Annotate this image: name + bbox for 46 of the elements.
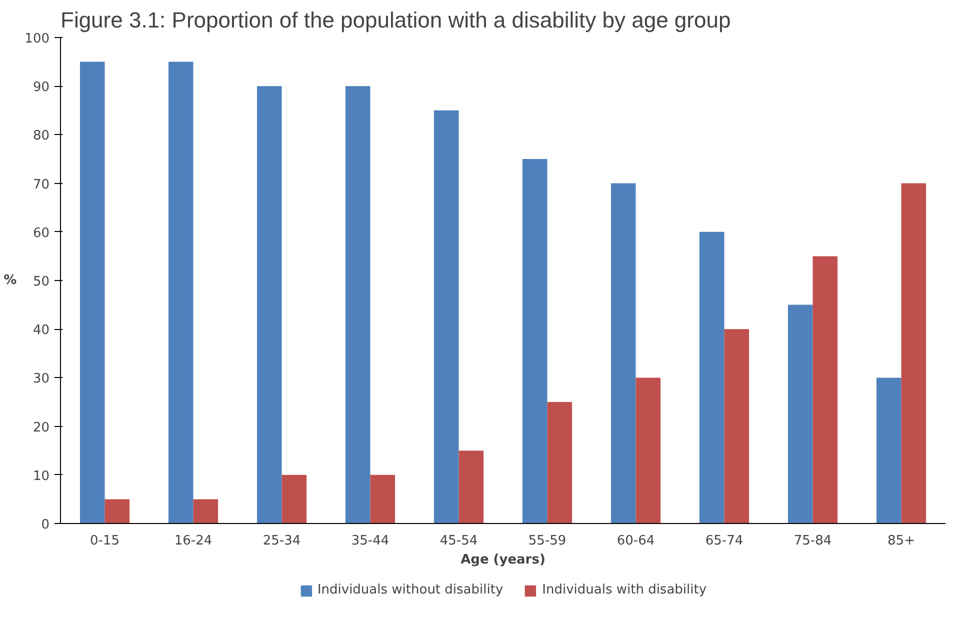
bar — [547, 402, 572, 524]
legend-label: Individuals with disability — [542, 582, 707, 598]
bar — [193, 499, 218, 524]
x-tick-label: 75-84 — [794, 534, 832, 548]
x-tick-label: 65-74 — [705, 534, 744, 548]
bar — [812, 256, 838, 524]
bar — [699, 232, 724, 524]
bar — [724, 329, 750, 524]
y-tick-label: 90 — [32, 80, 50, 96]
x-tick-label: 35-44 — [351, 534, 390, 548]
y-tick-label: 20 — [32, 420, 50, 436]
y-tick-label: 60 — [32, 226, 50, 241]
x-tick-label: 16-24 — [174, 534, 212, 548]
bar — [434, 110, 459, 524]
bar — [522, 159, 548, 524]
y-tick-label: 40 — [32, 323, 50, 338]
y-tick-label: 80 — [32, 128, 50, 144]
x-tick-label: 25-34 — [262, 534, 301, 548]
x-tick-label: 85+ — [888, 534, 915, 548]
bar — [80, 62, 105, 524]
y-tick-label: 50 — [32, 274, 50, 290]
bar — [901, 183, 926, 524]
x-tick-label: 60-64 — [616, 534, 655, 548]
x-tick-label: 45-54 — [440, 534, 478, 548]
bar — [370, 474, 396, 524]
y-tick-label: 30 — [32, 372, 50, 387]
x-tick-label: 0-15 — [90, 534, 120, 548]
bar — [610, 183, 636, 524]
bar — [282, 474, 307, 524]
chart-title: Figure 3.1: Proportion of the population with a disability by age group — [60, 8, 731, 32]
bar — [876, 378, 902, 524]
legend-label: Individuals without disability — [317, 582, 504, 598]
bar — [788, 304, 813, 524]
y-tick-label: 0 — [41, 518, 50, 532]
y-tick-label: 70 — [32, 177, 50, 192]
bar — [345, 86, 370, 524]
x-tick-label: 55-59 — [528, 534, 566, 548]
y-axis-title: % — [4, 273, 17, 288]
bar — [104, 499, 130, 524]
y-tick-label: 100 — [24, 32, 50, 46]
bar — [256, 86, 282, 524]
y-tick-label: 10 — [32, 468, 50, 484]
x-axis-title: Age (years) — [460, 552, 546, 568]
bar — [168, 62, 194, 524]
bar — [458, 450, 484, 524]
bar — [636, 378, 661, 524]
